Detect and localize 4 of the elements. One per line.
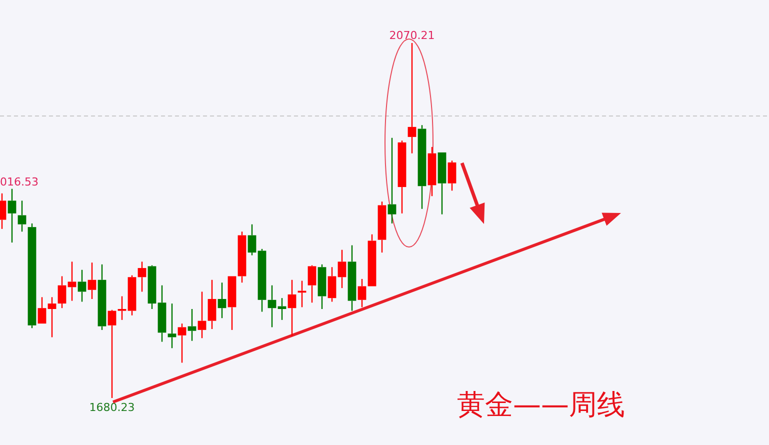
annotation: 2070.21: [389, 29, 435, 42]
annotation: 1680.23: [89, 401, 135, 414]
annotation: 016.53: [0, 175, 38, 188]
text: 黄金——周线: [457, 388, 625, 421]
